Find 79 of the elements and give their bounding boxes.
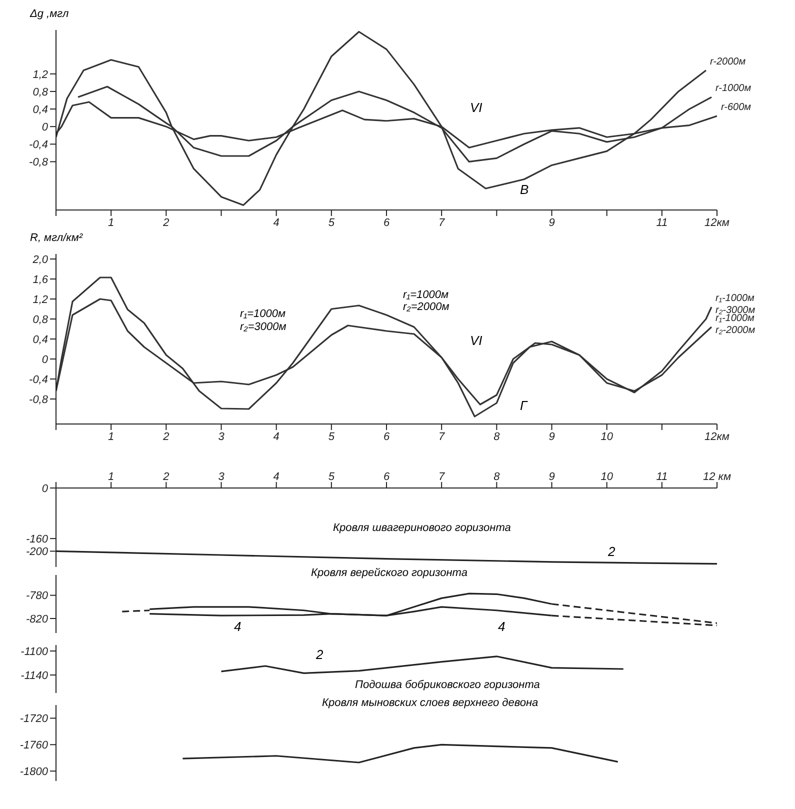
x-tick-label: 3 (218, 471, 226, 483)
annotation: r₂=3000м (240, 321, 286, 333)
annotation: r₂=2000м (403, 301, 450, 313)
x-tick-label: 9 (548, 471, 555, 483)
annotation: 4 (234, 619, 242, 634)
y-tick-label: 1,6 (32, 274, 49, 286)
x-tick-label: 2 (162, 216, 170, 229)
y-tick-label: -0,8 (29, 394, 49, 406)
y-tick-label: 1,2 (32, 68, 48, 81)
x-tick-label: 11 (656, 216, 668, 229)
x-tick-label: 6 (383, 471, 390, 483)
x-tick-label: 9 (548, 216, 555, 229)
x-tick-label: 4 (273, 471, 280, 483)
y-tick-label: -1100 (20, 646, 49, 658)
x-tick-label: 1 (108, 216, 114, 229)
y-tick-label: 0,8 (32, 86, 49, 98)
x-tick-label: 8 (494, 430, 501, 443)
x-tick-label: 2 (162, 471, 170, 483)
x-tick-label: 10 (600, 471, 614, 483)
annotation: Г (520, 398, 528, 413)
annotation: Кровля швагеринового горизонта (333, 522, 511, 534)
y-tick-label: -160 (26, 533, 49, 546)
y-tick-label: 0 (42, 354, 49, 366)
x-tick-label: 5 (328, 471, 336, 483)
x-tick-label: 11 (656, 471, 668, 483)
y-tick-label: -1760 (20, 740, 49, 752)
x-tick-label: 7 (438, 430, 446, 443)
x-tick-label: 10 (600, 430, 614, 443)
x-tick-label: 1 (108, 471, 114, 483)
x-tick-label: 3 (218, 430, 226, 443)
annotation: 2 (316, 647, 324, 662)
y-tick-label: 0 (42, 121, 49, 134)
y-tick-label: -0,4 (29, 139, 48, 152)
annotation: VI (470, 100, 482, 115)
series-label: r₁-1000м r₂-2000м (715, 313, 756, 336)
annotation: В (520, 182, 529, 197)
annotation: 2 (608, 544, 616, 559)
y-tick-label: -0,8 (29, 156, 49, 169)
x-tick-label: 12км (704, 216, 730, 229)
x-tick-label: 12 км (702, 471, 732, 483)
y-tick-label: -200 (26, 546, 49, 558)
y-tick-label: 2,0 (32, 254, 49, 266)
y-tick-label: 0 (42, 482, 49, 495)
series-label: r-1000м (715, 83, 752, 94)
annotation: Подошва бобриковского горизонта (355, 679, 540, 691)
y-tick-label: 0,4 (32, 334, 48, 346)
annotation: 4 (498, 619, 506, 634)
annotation: r₁=1000м (403, 289, 449, 301)
y-axis-title: Δg ,мгл (30, 8, 70, 22)
annotation: Кровля верейского горизонта (311, 567, 468, 579)
x-tick-label: 7 (438, 216, 446, 229)
y-tick-label: -1720 (20, 713, 49, 726)
y-tick-label: 1,2 (32, 294, 48, 306)
x-tick-label: 4 (273, 216, 280, 229)
y-tick-label: -1140 (20, 670, 49, 682)
annotation: Кровля мыновских слоев верхнего девона (322, 697, 538, 709)
x-tick-label: 5 (328, 216, 336, 229)
x-tick-label: 4 (273, 430, 280, 443)
x-tick-label: 7 (438, 471, 446, 483)
annotation: VI (470, 333, 482, 348)
annotation: r₁=1000м (240, 308, 286, 320)
x-tick-label: 9 (548, 430, 555, 443)
y-tick-label: 0,4 (32, 104, 48, 116)
series-label: r-600м (721, 102, 752, 114)
y-tick-label: -1800 (20, 766, 49, 778)
x-tick-label: 12км (704, 430, 730, 443)
x-tick-label: 6 (383, 430, 390, 443)
series-label: r-2000м (710, 56, 746, 68)
x-tick-label: 5 (328, 430, 336, 443)
x-tick-label: 6 (383, 216, 390, 229)
x-tick-label: 1 (108, 430, 114, 443)
x-tick-label: 2 (162, 430, 170, 443)
y-tick-label: 0,8 (32, 314, 49, 326)
y-tick-label: -780 (26, 590, 49, 602)
y-axis-title: R, мгл/км² (30, 232, 84, 246)
y-tick-label: -0,4 (29, 374, 48, 386)
series-label: r₁-1000м r₂-3000м (715, 293, 756, 316)
x-tick-label: 8 (494, 471, 501, 483)
y-tick-label: -820 (26, 613, 49, 626)
